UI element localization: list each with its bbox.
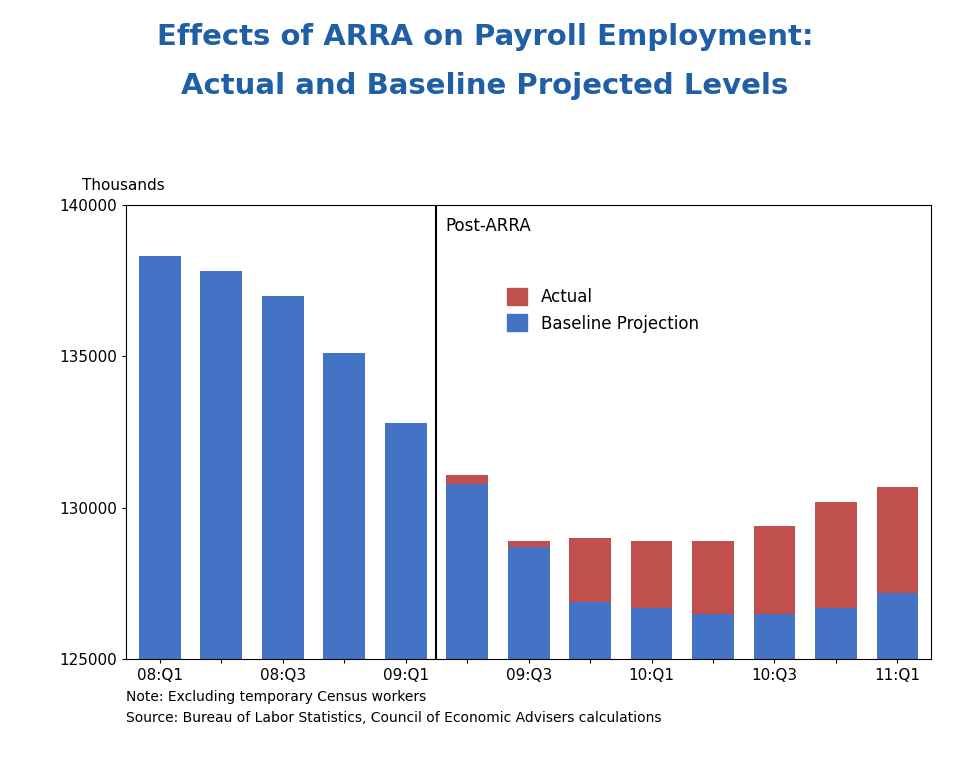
Bar [139, 256, 180, 659]
Bar [876, 593, 918, 659]
Bar [323, 353, 364, 659]
Text: Source: Bureau of Labor Statistics, Council of Economic Advisers calculations: Source: Bureau of Labor Statistics, Coun… [126, 710, 661, 725]
Bar [507, 547, 549, 659]
Text: Note: Excluding temporary Census workers: Note: Excluding temporary Census workers [126, 690, 426, 704]
Bar [262, 296, 303, 659]
Bar [446, 475, 487, 484]
Bar [814, 608, 856, 659]
Bar [507, 541, 549, 547]
Bar [692, 541, 734, 614]
Bar [753, 614, 795, 659]
Bar [201, 271, 242, 659]
Text: Actual and Baseline Projected Levels: Actual and Baseline Projected Levels [181, 72, 788, 100]
Text: Effects of ARRA on Payroll Employment:: Effects of ARRA on Payroll Employment: [157, 23, 812, 51]
Bar [876, 487, 918, 593]
Bar [446, 484, 487, 659]
Bar [569, 602, 610, 659]
Legend: Actual, Baseline Projection: Actual, Baseline Projection [500, 281, 704, 340]
Text: Post-ARRA: Post-ARRA [445, 217, 531, 235]
Bar [630, 541, 672, 608]
Bar [630, 608, 672, 659]
Bar [692, 614, 734, 659]
Bar [569, 538, 610, 602]
Text: Thousands: Thousands [82, 178, 165, 193]
Bar [814, 502, 856, 608]
Bar [385, 423, 426, 659]
Bar [753, 526, 795, 614]
